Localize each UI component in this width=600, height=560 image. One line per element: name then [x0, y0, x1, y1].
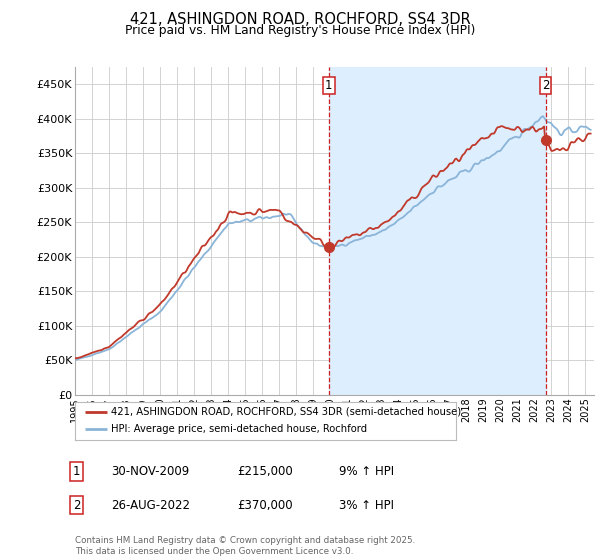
Text: £215,000: £215,000 [237, 465, 293, 478]
Text: HPI: Average price, semi-detached house, Rochford: HPI: Average price, semi-detached house,… [111, 424, 367, 435]
Text: 1: 1 [73, 465, 80, 478]
Text: 30-NOV-2009: 30-NOV-2009 [111, 465, 189, 478]
Text: 2: 2 [73, 498, 80, 512]
Text: £370,000: £370,000 [237, 498, 293, 512]
Text: 2: 2 [542, 78, 549, 92]
Text: 421, ASHINGDON ROAD, ROCHFORD, SS4 3DR: 421, ASHINGDON ROAD, ROCHFORD, SS4 3DR [130, 12, 470, 27]
Text: 26-AUG-2022: 26-AUG-2022 [111, 498, 190, 512]
Text: 9% ↑ HPI: 9% ↑ HPI [339, 465, 394, 478]
Text: 1: 1 [325, 78, 332, 92]
Text: Price paid vs. HM Land Registry's House Price Index (HPI): Price paid vs. HM Land Registry's House … [125, 24, 475, 37]
Text: 3% ↑ HPI: 3% ↑ HPI [339, 498, 394, 512]
Text: Contains HM Land Registry data © Crown copyright and database right 2025.
This d: Contains HM Land Registry data © Crown c… [75, 536, 415, 556]
Bar [329, 67, 545, 395]
Text: 421, ASHINGDON ROAD, ROCHFORD, SS4 3DR (semi-detached house): 421, ASHINGDON ROAD, ROCHFORD, SS4 3DR (… [111, 407, 461, 417]
